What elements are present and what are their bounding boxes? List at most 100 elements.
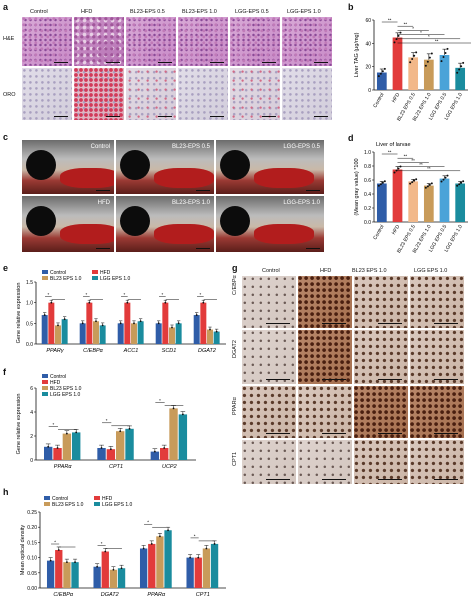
- bar-3-4: [213, 331, 220, 344]
- y-tick-label: 0.6: [364, 178, 371, 184]
- sig-label: **: [404, 22, 408, 27]
- data-point: [167, 529, 169, 532]
- ihc-dgat2-control: [242, 330, 296, 384]
- y-tick-label: 20: [365, 65, 371, 71]
- data-point: [458, 68, 461, 71]
- bar-1-0: [53, 448, 62, 460]
- g-row-ppara: PPARα: [232, 397, 238, 415]
- y-axis-label: Liver TAG (μg/mg): [354, 32, 360, 77]
- legend-label-0: Control: [50, 270, 66, 276]
- x-tick-label: ACC1: [123, 348, 139, 354]
- bar-2-1: [116, 431, 125, 460]
- data-point: [120, 567, 123, 570]
- legend-label-0: Control: [52, 496, 68, 502]
- data-point: [209, 328, 211, 331]
- sig-label: *: [52, 422, 54, 427]
- legend-swatch-0: [42, 270, 48, 274]
- sig-label: *: [106, 418, 108, 423]
- sig-label: *: [199, 292, 201, 297]
- bar-1-1: [101, 551, 109, 588]
- bar-2-3: [169, 327, 175, 344]
- bar-3-1: [117, 568, 126, 588]
- data-point: [47, 445, 50, 448]
- x-tick-label: UCP2: [162, 464, 177, 470]
- legend-label-3: LGG EPS 1.0: [100, 276, 131, 282]
- legend-label-2: BL23 EPS 1.0: [50, 386, 82, 392]
- y-tick-label: 40: [365, 41, 371, 47]
- data-point: [426, 60, 429, 63]
- data-point: [444, 176, 447, 179]
- y-tick-label: 0.0: [364, 220, 371, 226]
- data-point: [462, 180, 465, 183]
- legend-swatch-3: [42, 392, 48, 396]
- bar-0-1: [93, 566, 101, 588]
- bar-3-2: [164, 530, 172, 588]
- data-point: [74, 561, 76, 564]
- bar-1-2: [148, 543, 156, 588]
- x-tick-label: C/EBPα: [53, 592, 74, 598]
- g-col-hfd: HFD: [320, 268, 332, 274]
- bar-0: [376, 183, 387, 222]
- data-point: [159, 535, 161, 538]
- data-point: [43, 314, 46, 316]
- larva-lgg-05: LGG-EPS 0.5: [216, 140, 324, 194]
- bar-1-2: [124, 302, 131, 344]
- chart-f-gene-expression: 0 2 4 6 Gene relative expression * PPARα * CPT1 *…: [16, 374, 196, 470]
- row-label-he: H&E: [3, 36, 15, 42]
- larva-control: Control: [22, 140, 114, 194]
- x-tick-label: C/EBPα: [83, 348, 104, 354]
- data-point: [415, 178, 418, 181]
- bar-3-0: [72, 432, 81, 460]
- data-point: [139, 320, 142, 323]
- g-col-lgg: LGG EPS 1.0: [414, 268, 448, 274]
- ihc-ppara-bl23: [354, 386, 408, 438]
- x-tick-label: PPARα: [147, 592, 166, 598]
- micro-oro-lgg-10: [282, 68, 332, 120]
- bar-1: [392, 37, 403, 90]
- panel-label-d: d: [348, 133, 354, 143]
- bar-3-1: [99, 325, 106, 344]
- data-point: [65, 432, 68, 435]
- data-point: [413, 179, 416, 182]
- chart-d-liver-larvae: 0.0 0.2 0.4 0.6 0.8 1.0 (Mean gray value) *100…: [354, 142, 468, 254]
- legend-label-1: HFD: [102, 496, 113, 502]
- bar-0-2: [139, 548, 148, 588]
- col-label-bl23-10: BL23-EPS 1.0: [182, 9, 217, 15]
- y-tick-label: 0: [30, 458, 33, 464]
- data-point: [119, 322, 122, 325]
- sig-label: **: [419, 162, 423, 167]
- bar-2-3: [202, 548, 211, 588]
- bar-1-0: [55, 550, 63, 588]
- data-point: [440, 60, 443, 63]
- data-point: [377, 184, 380, 187]
- micro-oro-bl23-10: [178, 68, 228, 120]
- x-tick-label: SCD1: [162, 348, 177, 354]
- data-point: [205, 547, 208, 550]
- data-point: [133, 322, 135, 325]
- bar-2-2: [131, 323, 137, 344]
- legend-swatch-2: [42, 276, 48, 280]
- bar-1-4: [200, 302, 207, 344]
- bar-1: [392, 169, 403, 222]
- data-point: [104, 550, 107, 553]
- y-tick-label: 60: [365, 18, 371, 24]
- data-point: [383, 180, 386, 183]
- data-point: [197, 556, 200, 559]
- data-point: [444, 51, 447, 54]
- bar-0-1: [79, 323, 86, 344]
- col-label-lgg-10: LGG-EPS 1.0: [287, 9, 321, 15]
- bar-2-0: [63, 562, 71, 588]
- legend-swatch-3: [92, 276, 98, 280]
- y-tick-label: 0.8: [364, 164, 371, 170]
- sig-label: *: [147, 520, 149, 525]
- ihc-cpt1-control: [242, 440, 296, 484]
- bar-0-3: [186, 557, 194, 588]
- legend-swatch-0: [44, 496, 50, 500]
- g-col-bl23: BL23 EPS 1.0: [352, 268, 387, 274]
- bar-2: [408, 181, 419, 222]
- data-point: [430, 52, 433, 55]
- ihc-dgat2-lgg: [410, 330, 464, 384]
- bar-2-1: [109, 569, 118, 588]
- legend-label-2: BL23 EPS 1.0: [50, 276, 82, 282]
- data-point: [424, 64, 427, 67]
